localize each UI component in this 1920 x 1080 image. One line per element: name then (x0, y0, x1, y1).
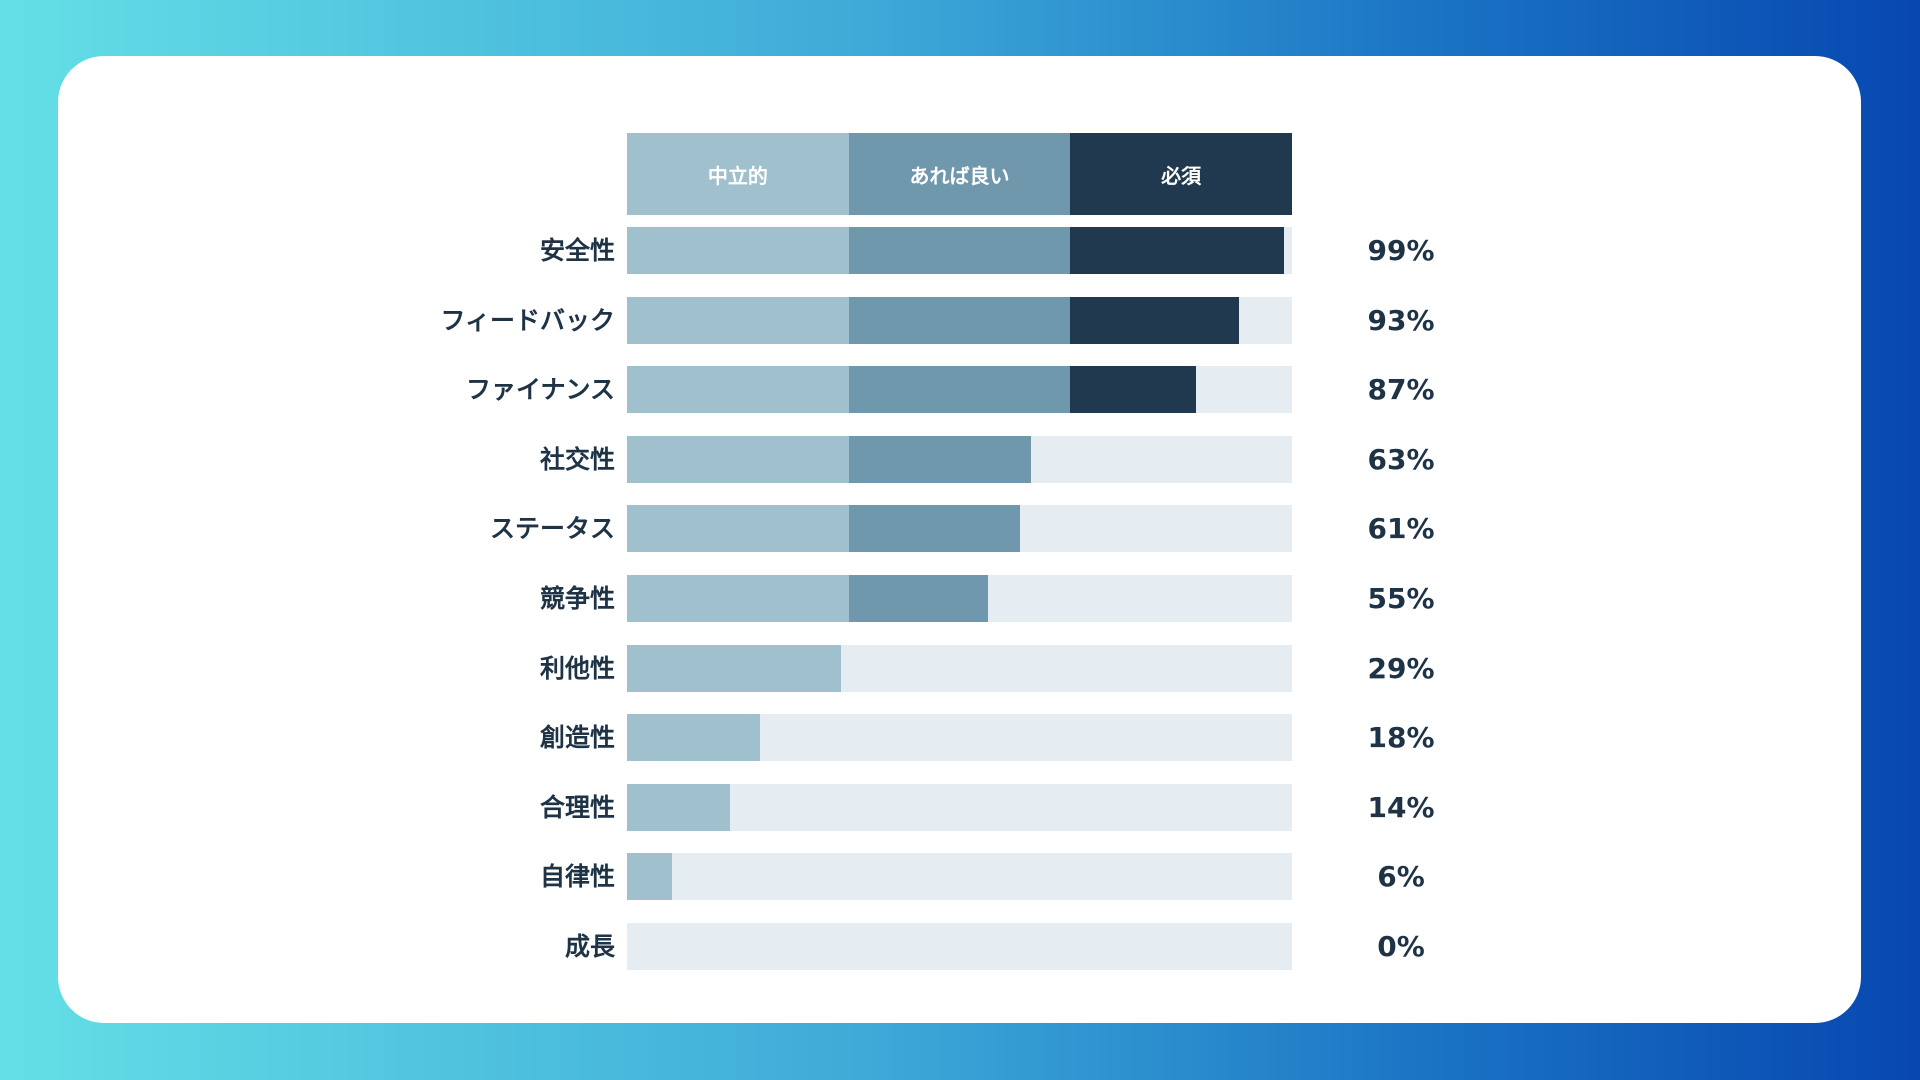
bar-track (627, 505, 1292, 553)
row-percentage: 99% (1367, 234, 1435, 267)
bar-segment (848, 505, 1020, 553)
bar-segment (848, 227, 1071, 274)
legend-required: 必須 (1070, 133, 1293, 215)
bar-segment (627, 296, 849, 344)
row-percentage: 63% (1367, 442, 1435, 476)
bar-segment (627, 575, 849, 622)
row-label: 利他性 (539, 653, 615, 683)
bar-segment (627, 505, 849, 553)
row-percentage: 18% (1367, 721, 1435, 755)
row-label: 社交性 (539, 444, 615, 474)
bar-track (627, 435, 1292, 483)
bar-segment (848, 435, 1031, 483)
bar-track (627, 714, 1292, 762)
row-percentage: 14% (1367, 790, 1435, 824)
chart-row: 社交性 63% (0, 435, 1920, 483)
bar-segment (627, 366, 849, 414)
row-percentage: 61% (1367, 512, 1435, 546)
row-label: ステータス (489, 514, 615, 544)
row-percentage: 87% (1367, 373, 1435, 407)
bar-segment (627, 783, 730, 831)
chart-row: 競争性 55% (0, 575, 1920, 622)
bar-segment (627, 644, 841, 692)
row-percentage: 0% (1377, 930, 1425, 963)
row-label: 競争性 (539, 584, 615, 613)
bar-track (627, 923, 1292, 970)
bar-track (627, 366, 1292, 414)
chart-row: ステータス 61% (0, 505, 1920, 553)
row-label: 合理性 (539, 792, 615, 822)
bar-track (627, 296, 1292, 344)
row-label: 成長 (564, 932, 615, 961)
chart-row: 合理性 14% (0, 783, 1920, 831)
row-label: 安全性 (539, 236, 615, 265)
bar-track (627, 783, 1292, 831)
row-percentage: 29% (1367, 651, 1435, 685)
row-label: 自律性 (539, 862, 615, 892)
bar-track (627, 227, 1292, 274)
row-label: フィードバック (440, 305, 615, 335)
row-label: 創造性 (539, 723, 615, 753)
bar-segment (848, 575, 988, 622)
row-percentage: 6% (1377, 860, 1425, 894)
bar-segment (627, 714, 760, 762)
bar-segment (627, 435, 849, 483)
legend-header: 中立的 あれば良い 必須 (627, 133, 1293, 215)
chart-row: ファイナンス 87% (0, 366, 1920, 414)
row-label: ファイナンス (465, 375, 615, 405)
chart-row: 自律性 6% (0, 853, 1920, 901)
row-percentage: 93% (1367, 303, 1435, 337)
bar-segment (848, 296, 1071, 344)
bar-track (627, 575, 1292, 622)
chart-row: 成長 0% (0, 923, 1920, 970)
bar-track (627, 853, 1292, 901)
legend-nice-to-have: あれば良い (848, 133, 1071, 215)
bar-segment (1070, 366, 1196, 414)
legend-neutral: 中立的 (627, 133, 849, 215)
chart-row: 創造性 18% (0, 714, 1920, 762)
chart-row: フィードバック 93% (0, 296, 1920, 344)
bar-segment (1070, 296, 1239, 344)
bar-segment (848, 366, 1071, 414)
bar-segment (627, 853, 672, 901)
chart-row: 利他性 29% (0, 644, 1920, 692)
bar-track (627, 644, 1292, 692)
row-percentage: 55% (1367, 582, 1435, 615)
bar-segment (627, 227, 849, 274)
chart-row: 安全性 99% (0, 227, 1920, 274)
bar-segment (1070, 227, 1284, 274)
